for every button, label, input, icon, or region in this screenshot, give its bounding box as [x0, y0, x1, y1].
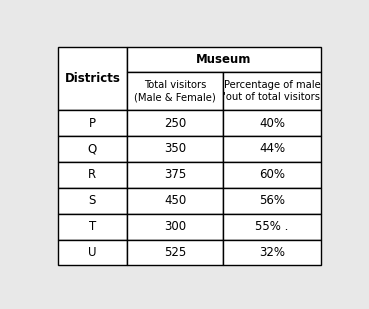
Text: P: P	[89, 116, 96, 129]
Bar	[223, 72, 321, 110]
Bar	[223, 136, 321, 162]
Bar	[127, 136, 223, 162]
Bar	[58, 188, 127, 214]
Bar	[223, 214, 321, 239]
Text: 40%: 40%	[259, 116, 285, 129]
Bar	[127, 214, 223, 239]
Text: 60%: 60%	[259, 168, 285, 181]
Text: Total visitors
(Male & Female): Total visitors (Male & Female)	[134, 80, 216, 102]
Bar	[223, 239, 321, 265]
Text: Museum: Museum	[196, 53, 252, 66]
Text: 56%: 56%	[259, 194, 285, 207]
Text: 32%: 32%	[259, 246, 285, 259]
Bar	[223, 110, 321, 136]
Bar	[58, 47, 127, 110]
Bar	[127, 162, 223, 188]
Text: U: U	[88, 246, 97, 259]
Bar	[127, 188, 223, 214]
Bar	[58, 214, 127, 239]
Bar	[223, 188, 321, 214]
Text: T: T	[89, 220, 96, 233]
Text: 250: 250	[164, 116, 186, 129]
Text: Districts: Districts	[65, 72, 120, 85]
Text: R: R	[88, 168, 96, 181]
Bar	[127, 110, 223, 136]
Bar	[58, 136, 127, 162]
Text: 44%: 44%	[259, 142, 285, 155]
Text: 450: 450	[164, 194, 186, 207]
Bar	[127, 72, 223, 110]
Text: S: S	[89, 194, 96, 207]
Bar	[127, 239, 223, 265]
Bar	[223, 162, 321, 188]
Bar	[58, 110, 127, 136]
Text: 300: 300	[164, 220, 186, 233]
Text: Percentage of male
'out of total visitors: Percentage of male 'out of total visitor…	[224, 80, 321, 102]
Bar	[58, 239, 127, 265]
Text: 375: 375	[164, 168, 186, 181]
Bar	[58, 162, 127, 188]
Text: 55% .: 55% .	[255, 220, 289, 233]
Text: 525: 525	[164, 246, 186, 259]
Text: 350: 350	[164, 142, 186, 155]
Bar	[127, 47, 321, 72]
Text: Q: Q	[88, 142, 97, 155]
